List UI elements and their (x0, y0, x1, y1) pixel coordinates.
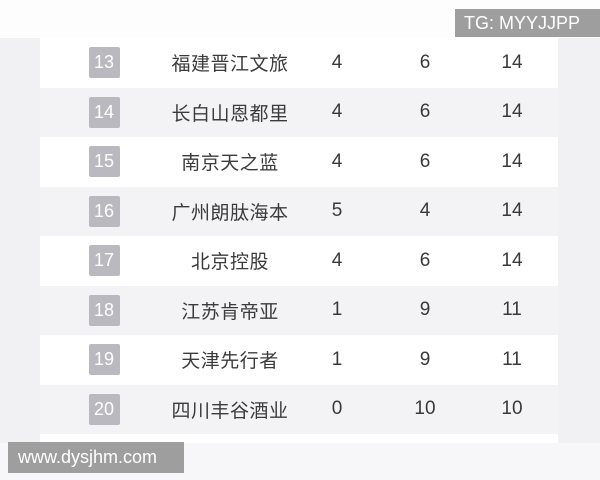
watermark-telegram-text: TG: MYYJJPP (464, 12, 581, 33)
points-cell: 14 (468, 52, 556, 74)
losses-value: 4 (419, 200, 431, 222)
losses-cell: 6 (382, 250, 468, 272)
rank-badge: 15 (88, 146, 120, 178)
points-value: 14 (501, 150, 523, 172)
losses-value: 9 (419, 348, 431, 370)
losses-cell: 9 (382, 349, 468, 371)
table-row[interactable]: 14 长白山恩都里 4 6 14 (40, 87, 558, 137)
wins-cell: 4 (292, 52, 382, 74)
losses-cell: 10 (382, 398, 468, 420)
team-cell: 天津先行者 (168, 346, 292, 373)
losses-cell: 4 (382, 200, 468, 222)
rank-cell: 20 (40, 393, 168, 425)
team-name: 福建晋江文旅 (171, 54, 289, 76)
rank-badge: 13 (88, 47, 120, 79)
table-row[interactable]: 19 天津先行者 1 9 11 (40, 335, 558, 385)
points-value: 14 (501, 200, 523, 222)
rank-badge: 16 (88, 195, 120, 227)
wins-cell: 4 (292, 250, 382, 272)
points-cell: 14 (468, 151, 556, 173)
points-value: 11 (502, 299, 522, 321)
wins-cell: 5 (292, 200, 382, 222)
wins-value: 1 (331, 348, 343, 370)
wins-value: 0 (331, 398, 343, 420)
losses-cell: 6 (382, 151, 468, 173)
points-cell: 14 (468, 200, 556, 222)
losses-value: 6 (419, 101, 431, 123)
losses-value: 10 (414, 398, 436, 420)
standings-table: 13 福建晋江文旅 4 6 14 14 长白山恩都里 4 6 14 (40, 38, 558, 443)
rank-cell: 17 (40, 245, 168, 277)
points-value: 10 (501, 398, 523, 420)
points-cell: 10 (468, 398, 556, 420)
wins-value: 4 (331, 150, 343, 172)
team-cell: 福建晋江文旅 (168, 49, 292, 76)
rank-cell: 15 (40, 146, 168, 178)
watermark-website: www.dysjhm.com (8, 442, 184, 473)
watermark-telegram: TG: MYYJJPP (455, 9, 600, 37)
rank-cell: 18 (40, 294, 168, 326)
team-name: 北京控股 (190, 252, 269, 274)
wins-cell: 4 (292, 151, 382, 173)
rank-badge: 17 (88, 245, 120, 277)
points-value: 14 (501, 249, 523, 271)
losses-value: 6 (419, 51, 431, 73)
team-name: 广州朗肽海本 (171, 202, 289, 224)
rank-badge: 14 (88, 96, 120, 128)
table-row[interactable]: 16 广州朗肽海本 5 4 14 (40, 186, 558, 236)
points-cell: 11 (468, 299, 556, 321)
team-cell: 长白山恩都里 (168, 99, 292, 126)
table-row[interactable]: 20 四川丰谷酒业 0 10 10 (40, 384, 558, 434)
wins-value: 4 (331, 51, 343, 73)
wins-value: 4 (331, 101, 343, 123)
team-name: 天津先行者 (181, 351, 279, 373)
wins-cell: 4 (292, 101, 382, 123)
rank-cell: 19 (40, 344, 168, 376)
wins-value: 4 (331, 249, 343, 271)
points-value: 11 (502, 348, 522, 370)
team-name: 长白山恩都里 (171, 103, 289, 125)
watermark-website-text: www.dysjhm.com (18, 447, 158, 467)
rank-cell: 13 (40, 47, 168, 79)
table-row[interactable]: 13 福建晋江文旅 4 6 14 (40, 38, 558, 88)
standings-rows: 13 福建晋江文旅 4 6 14 14 长白山恩都里 4 6 14 (40, 38, 558, 434)
wins-value: 5 (331, 200, 343, 222)
losses-value: 9 (419, 299, 431, 321)
rank-badge: 18 (88, 294, 120, 326)
rank-badge: 20 (88, 393, 120, 425)
losses-cell: 9 (382, 299, 468, 321)
table-row[interactable]: 17 北京控股 4 6 14 (40, 236, 558, 286)
wins-cell: 1 (292, 299, 382, 321)
team-cell: 江苏肯帝亚 (168, 297, 292, 324)
rank-cell: 14 (40, 96, 168, 128)
team-name: 南京天之蓝 (181, 153, 279, 175)
team-cell: 广州朗肽海本 (168, 198, 292, 225)
wins-value: 1 (331, 299, 343, 321)
rank-badge: 19 (88, 344, 120, 376)
table-row[interactable]: 18 江苏肯帝亚 1 9 11 (40, 285, 558, 335)
team-name: 江苏肯帝亚 (181, 301, 279, 323)
losses-cell: 6 (382, 52, 468, 74)
points-cell: 14 (468, 250, 556, 272)
points-value: 14 (501, 101, 523, 123)
rank-cell: 16 (40, 195, 168, 227)
team-cell: 北京控股 (168, 247, 292, 274)
table-row[interactable]: 15 南京天之蓝 4 6 14 (40, 137, 558, 187)
wins-cell: 0 (292, 398, 382, 420)
team-name: 四川丰谷酒业 (171, 400, 289, 422)
team-cell: 四川丰谷酒业 (168, 396, 292, 423)
team-cell: 南京天之蓝 (168, 148, 292, 175)
losses-value: 6 (419, 249, 431, 271)
points-value: 14 (501, 51, 523, 73)
losses-value: 6 (419, 150, 431, 172)
points-cell: 11 (468, 349, 556, 371)
losses-cell: 6 (382, 101, 468, 123)
wins-cell: 1 (292, 349, 382, 371)
points-cell: 14 (468, 101, 556, 123)
